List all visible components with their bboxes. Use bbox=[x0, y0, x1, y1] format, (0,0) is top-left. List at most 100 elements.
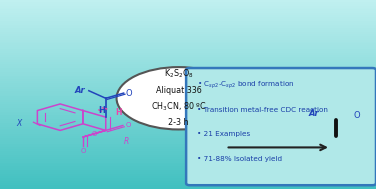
Text: O: O bbox=[353, 111, 360, 120]
Bar bbox=[0, 183, 376, 185]
Text: H: H bbox=[115, 108, 122, 117]
Bar bbox=[0, 102, 376, 104]
Bar bbox=[0, 172, 376, 174]
Text: R: R bbox=[124, 137, 129, 146]
Bar bbox=[0, 134, 376, 136]
Bar bbox=[0, 157, 376, 159]
Bar bbox=[0, 76, 376, 77]
Bar bbox=[0, 129, 376, 130]
Bar bbox=[0, 36, 376, 38]
Bar bbox=[0, 32, 376, 34]
Text: O: O bbox=[324, 147, 329, 153]
Bar bbox=[0, 125, 376, 127]
Bar bbox=[0, 136, 376, 138]
Bar bbox=[0, 130, 376, 132]
Bar bbox=[0, 98, 376, 100]
Bar bbox=[0, 159, 376, 161]
Bar bbox=[0, 40, 376, 42]
Bar bbox=[0, 66, 376, 68]
Bar bbox=[0, 89, 376, 91]
Bar bbox=[0, 43, 376, 45]
Bar bbox=[0, 168, 376, 170]
Text: CH$_3$CN, 80 ºC: CH$_3$CN, 80 ºC bbox=[151, 100, 206, 113]
Bar bbox=[0, 4, 376, 6]
Text: R: R bbox=[351, 153, 356, 163]
Text: O: O bbox=[80, 148, 86, 154]
Bar bbox=[0, 119, 376, 121]
Bar bbox=[0, 2, 376, 4]
Bar bbox=[0, 161, 376, 163]
Bar bbox=[0, 42, 376, 43]
Text: • 21 Examples: • 21 Examples bbox=[197, 131, 251, 137]
Bar bbox=[0, 34, 376, 36]
Bar bbox=[0, 147, 376, 149]
Text: • 71-88% Isolated yield: • 71-88% Isolated yield bbox=[197, 156, 282, 162]
Bar bbox=[0, 11, 376, 13]
Circle shape bbox=[117, 67, 241, 129]
Bar bbox=[0, 79, 376, 81]
Text: 2-3 h: 2-3 h bbox=[168, 118, 189, 127]
Bar bbox=[0, 140, 376, 142]
Bar bbox=[0, 106, 376, 108]
Bar bbox=[0, 178, 376, 180]
Bar bbox=[0, 8, 376, 9]
Bar bbox=[0, 176, 376, 178]
Bar bbox=[0, 30, 376, 32]
Text: • C$_{sp2}$-C$_{sp2}$ bond formation: • C$_{sp2}$-C$_{sp2}$ bond formation bbox=[197, 79, 295, 91]
Bar bbox=[0, 26, 376, 28]
Bar bbox=[0, 55, 376, 57]
Text: • Transition metal-free CDC reaction: • Transition metal-free CDC reaction bbox=[197, 107, 328, 113]
Bar bbox=[0, 123, 376, 125]
Bar bbox=[0, 87, 376, 89]
Bar bbox=[0, 64, 376, 66]
Bar bbox=[0, 83, 376, 85]
Text: Ar: Ar bbox=[309, 109, 319, 118]
Bar bbox=[0, 181, 376, 183]
Bar bbox=[0, 23, 376, 25]
Bar bbox=[0, 49, 376, 51]
Text: O: O bbox=[354, 139, 359, 145]
Bar bbox=[0, 81, 376, 83]
Bar bbox=[0, 170, 376, 172]
Bar bbox=[0, 0, 376, 2]
Bar bbox=[0, 174, 376, 176]
Text: X: X bbox=[259, 137, 264, 146]
Bar bbox=[0, 100, 376, 102]
Bar bbox=[0, 163, 376, 164]
Bar bbox=[0, 144, 376, 146]
Bar bbox=[0, 108, 376, 110]
Bar bbox=[0, 57, 376, 59]
Bar bbox=[0, 117, 376, 119]
Bar bbox=[0, 38, 376, 40]
Bar bbox=[0, 166, 376, 168]
Bar bbox=[0, 68, 376, 70]
Bar bbox=[0, 28, 376, 30]
Bar bbox=[0, 187, 376, 189]
Bar bbox=[0, 6, 376, 8]
Bar bbox=[0, 59, 376, 60]
Bar bbox=[0, 72, 376, 74]
Bar bbox=[0, 113, 376, 115]
Bar bbox=[0, 9, 376, 11]
Bar bbox=[0, 21, 376, 23]
Bar bbox=[0, 93, 376, 94]
Bar bbox=[0, 47, 376, 49]
Text: Aliquat 336: Aliquat 336 bbox=[156, 86, 202, 95]
Bar bbox=[0, 96, 376, 98]
Text: X: X bbox=[16, 119, 21, 128]
Bar bbox=[0, 112, 376, 113]
Bar bbox=[0, 121, 376, 123]
Bar bbox=[0, 13, 376, 15]
Text: O: O bbox=[314, 163, 319, 169]
Bar bbox=[0, 91, 376, 93]
Bar bbox=[0, 53, 376, 55]
Bar bbox=[0, 180, 376, 181]
Text: O: O bbox=[92, 131, 97, 137]
Bar bbox=[0, 104, 376, 106]
Bar bbox=[0, 62, 376, 64]
Bar bbox=[0, 138, 376, 140]
Bar bbox=[0, 110, 376, 112]
Bar bbox=[0, 60, 376, 62]
Text: K$_2$S$_2$O$_8$: K$_2$S$_2$O$_8$ bbox=[164, 68, 193, 81]
Text: O: O bbox=[126, 89, 132, 98]
